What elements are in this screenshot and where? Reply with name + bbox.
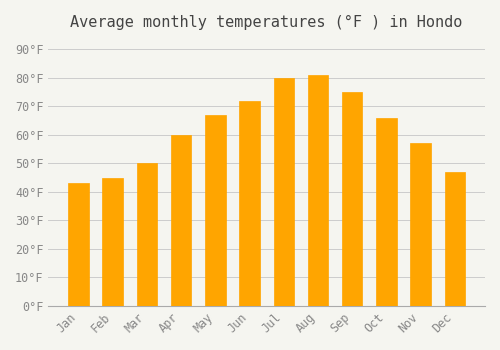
Bar (308, 75, 328, 306)
Bar (102, 178, 123, 306)
Bar (240, 101, 260, 306)
Bar (171, 135, 192, 306)
Bar (136, 163, 157, 306)
Bar (376, 118, 396, 306)
Bar (410, 144, 431, 306)
Bar (342, 92, 362, 306)
Title: Average monthly temperatures (°F ) in Hondo: Average monthly temperatures (°F ) in Ho… (70, 15, 463, 30)
Bar (444, 172, 465, 306)
Bar (205, 115, 226, 306)
Bar (68, 183, 88, 306)
Bar (274, 78, 294, 306)
